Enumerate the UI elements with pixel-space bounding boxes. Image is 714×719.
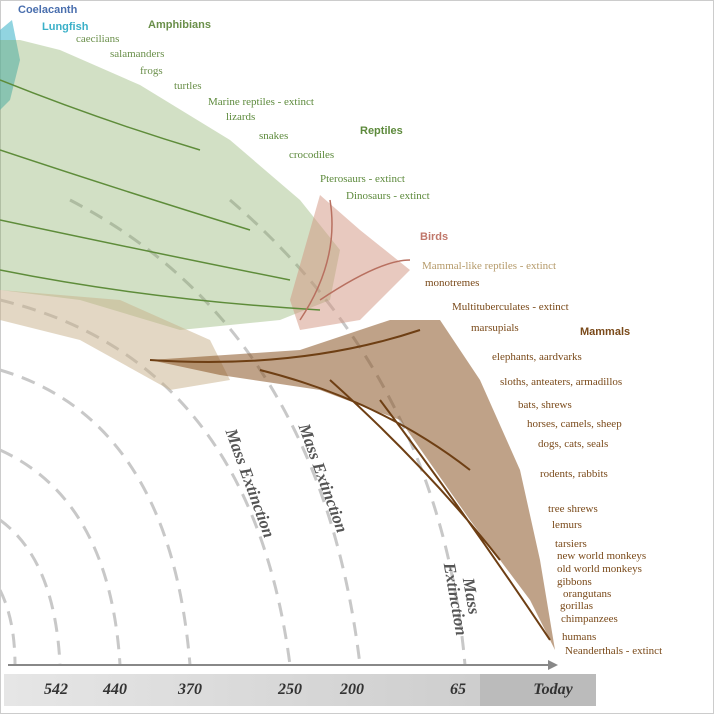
timeline-label: Today (533, 681, 573, 698)
axis-arrow (548, 660, 558, 670)
extinction-label: Mass Extinction (221, 425, 278, 540)
taxon-label: humans (562, 631, 596, 643)
taxon-label: tarsiers (555, 538, 587, 550)
taxon-label: Mammal-like reptiles - extinct (422, 260, 556, 272)
taxon-label: elephants, aardvarks (492, 351, 582, 363)
taxon-label: marsupials (471, 322, 519, 334)
taxon-label: rodents, rabbits (540, 468, 608, 480)
group-label: Lungfish (42, 21, 89, 33)
timeline-label: 200 (339, 681, 364, 698)
taxon-label: Neanderthals - extinct (565, 645, 662, 657)
group-label: Birds (420, 231, 448, 243)
timeline-label: 542 (44, 681, 68, 698)
taxon-label: new world monkeys (557, 550, 646, 562)
taxon-label: old world monkeys (557, 563, 642, 575)
timeline-label: 250 (277, 681, 302, 698)
taxon-label: tree shrews (548, 503, 598, 515)
taxon-label: orangutans (563, 588, 611, 600)
group-label: Reptiles (360, 125, 403, 137)
today-bar (480, 674, 596, 706)
taxon-label: bats, shrews (518, 399, 572, 411)
taxon-label: caecilians (76, 33, 119, 45)
group-label: Mammals (580, 326, 630, 338)
taxon-label: Multituberculates - extinct (452, 301, 569, 313)
group-label: Amphibians (148, 19, 211, 31)
taxon-label: dogs, cats, seals (538, 438, 608, 450)
taxon-label: monotremes (425, 277, 479, 289)
taxon-label: snakes (259, 130, 288, 142)
tree (0, 20, 555, 650)
taxon-label: gorillas (560, 600, 593, 612)
taxon-label: Dinosaurs - extinct (346, 190, 430, 202)
taxon-label: turtles (174, 80, 202, 92)
timeline-label: 440 (102, 681, 127, 698)
group-label: Coelacanth (18, 4, 78, 16)
taxon-label: chimpanzees (561, 613, 618, 625)
taxon-label: lemurs (552, 519, 582, 531)
timeline-label: 65 (450, 681, 466, 698)
timeline-label: 370 (177, 681, 202, 698)
taxon-label: horses, camels, sheep (527, 418, 622, 430)
extinction-label: Mass Extinction (294, 420, 351, 535)
taxon-label: Pterosaurs - extinct (320, 173, 405, 185)
taxon-label: salamanders (110, 48, 164, 60)
taxon-label: lizards (226, 111, 255, 123)
taxon-label: Marine reptiles - extinct (208, 96, 314, 108)
taxon-label: crocodiles (289, 149, 334, 161)
taxon-label: gibbons (557, 576, 592, 588)
taxon-label: frogs (140, 65, 163, 77)
taxon-label: sloths, anteaters, armadillos (500, 376, 622, 388)
